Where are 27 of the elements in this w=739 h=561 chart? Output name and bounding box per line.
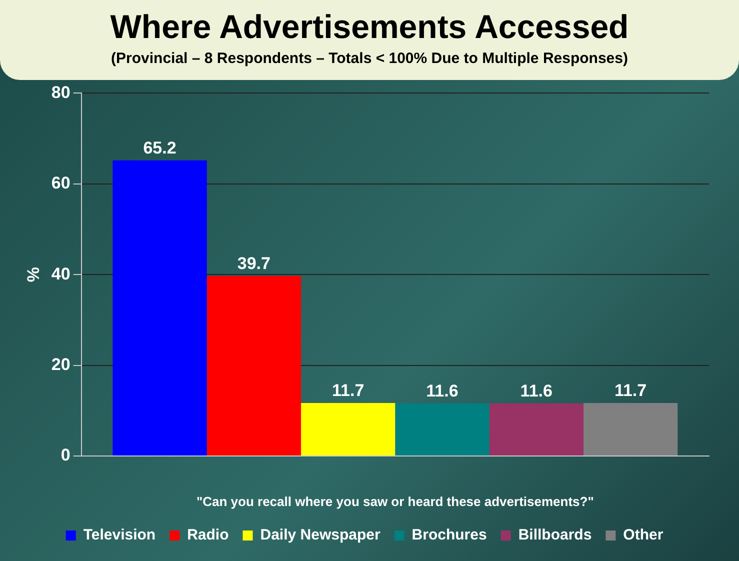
legend-label: Daily Newspaper [260, 526, 380, 544]
chart-subtitle: (Provincial – 8 Respondents – Totals < 100% Due to Multiple Responses) [110, 50, 629, 67]
y-tick-label: 60 [51, 174, 70, 193]
legend-label: Brochures [412, 526, 487, 544]
legend-label: Billboards [518, 526, 592, 544]
data-label: 11.6 [520, 382, 552, 401]
x-axis-title: "Can you recall where you saw or heard these advertisements?" [196, 494, 594, 509]
legend-label: Other [623, 526, 664, 544]
chart-title: Where Advertisements Accessed [109, 8, 630, 46]
legend-label: Television [83, 526, 156, 544]
y-tick-label: 0 [60, 446, 70, 465]
data-label: 11.7 [614, 381, 647, 400]
y-tick-label: 80 [51, 82, 70, 102]
y-axis-title: % [24, 267, 43, 282]
data-label: 65.2 [143, 138, 176, 158]
bar [301, 402, 396, 456]
bar [489, 403, 584, 456]
bar [206, 276, 301, 456]
bar [583, 402, 678, 456]
data-label: 11.7 [332, 381, 364, 400]
data-label: 39.7 [237, 254, 270, 274]
data-label: 11.6 [426, 382, 458, 401]
y-tick-label: 40 [51, 264, 70, 284]
bar [395, 403, 490, 456]
y-tick-label: 20 [51, 354, 70, 374]
legend-label: Radio [187, 526, 229, 544]
bar [112, 160, 207, 456]
